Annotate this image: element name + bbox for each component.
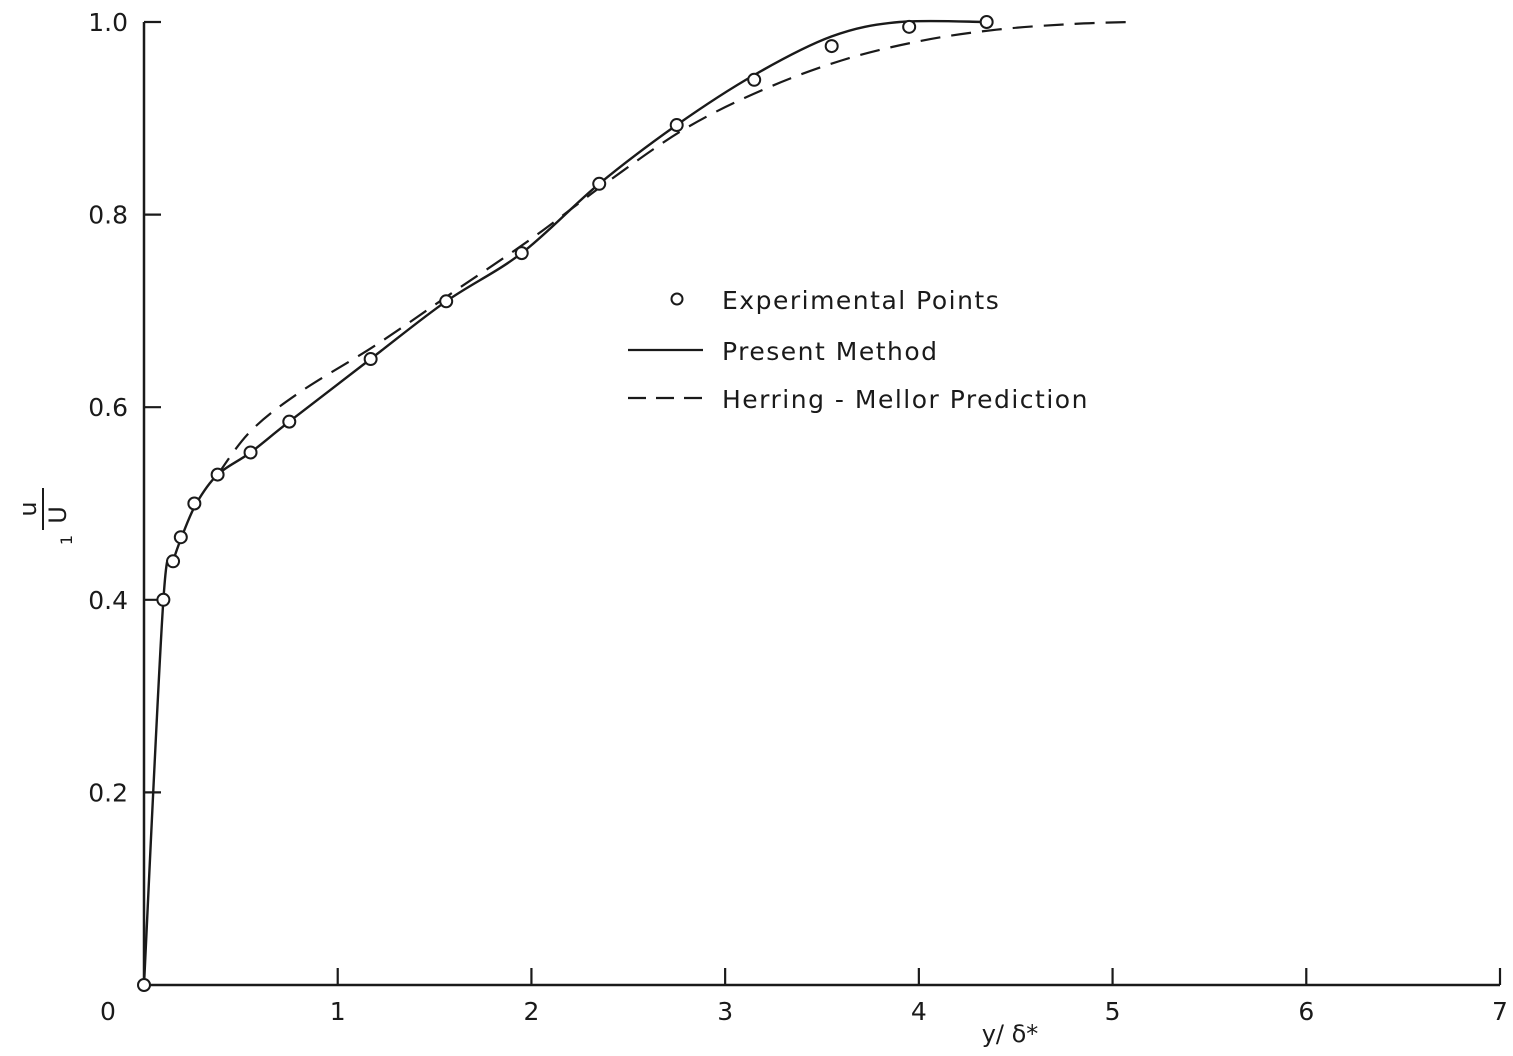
y-axis-label: u U 1 (14, 488, 76, 545)
present-method-line (142, 19, 987, 986)
experimental-point (592, 176, 607, 191)
x-axis-label: y/ δ* (982, 1020, 1039, 1048)
x-tick-label: 4 (911, 997, 927, 1026)
y-axis: 0.2 0.4 0.6 0.8 1.0 u U 1 (14, 8, 161, 985)
experimental-point (173, 530, 188, 545)
experimental-point (187, 496, 202, 511)
experimental-point (156, 592, 171, 607)
y-tick-label: 1.0 (88, 8, 128, 37)
experimental-point (166, 554, 181, 569)
legend-label-present-method: Present Method (722, 337, 939, 366)
legend: Experimental Points Present Method Herri… (628, 286, 1089, 414)
experimental-point (210, 467, 225, 482)
experimental-point (669, 118, 684, 133)
y-tick-label: 0.4 (88, 586, 128, 615)
experimental-point (514, 246, 529, 261)
x-axis: 0 1 2 3 4 5 6 7 y/ δ* (100, 968, 1508, 1048)
y-axis-label-subscript: 1 (57, 535, 76, 545)
x-tick-label: 5 (1105, 997, 1121, 1026)
y-axis-label-numerator: u (14, 501, 42, 516)
x-ticks: 0 1 2 3 4 5 6 7 (100, 968, 1508, 1026)
legend-label-herring-mellor: Herring - Mellor Prediction (722, 385, 1089, 414)
experimental-point (282, 414, 297, 429)
herring-mellor-prediction-line (216, 20, 1132, 476)
legend-marker-experimental (670, 292, 684, 306)
experimental-point (439, 294, 454, 309)
experimental-point (979, 15, 994, 29)
experimental-point (747, 72, 762, 87)
y-tick-label: 0.8 (88, 201, 128, 230)
y-tick-label: 0.6 (88, 393, 128, 422)
x-tick-label: 6 (1298, 997, 1314, 1026)
x-tick-label: 3 (717, 997, 733, 1026)
experimental-point (243, 445, 258, 460)
y-tick-label: 0.2 (88, 778, 128, 807)
x-tick-label: 7 (1492, 997, 1508, 1026)
legend-label-experimental: Experimental Points (722, 286, 1000, 315)
experimental-point (902, 19, 917, 34)
y-axis-label-denominator: U (44, 506, 72, 524)
y-ticks: 0.2 0.4 0.6 0.8 1.0 (88, 8, 161, 807)
x-tick-label: 1 (330, 997, 346, 1026)
series-layer (137, 15, 1132, 992)
experimental-point (824, 39, 839, 54)
experimental-point (137, 978, 151, 992)
experimental-point (363, 352, 378, 367)
x-tick-label: 0 (100, 997, 116, 1026)
x-tick-label: 2 (523, 997, 539, 1026)
